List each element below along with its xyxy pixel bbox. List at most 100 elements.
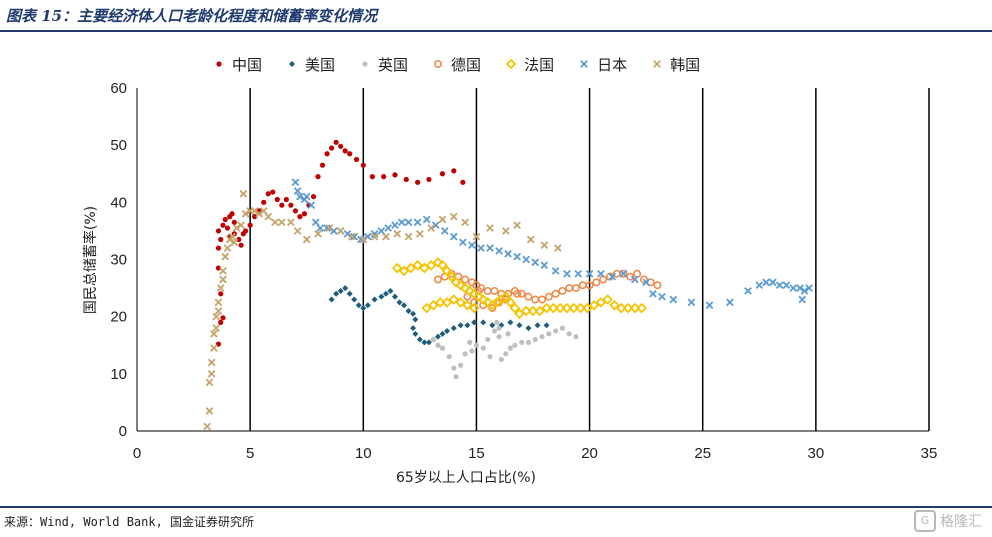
data-point [215,245,222,251]
legend: 中国 美国 英国 德国 法国 日本 韩国 [212,52,723,76]
data-point [487,354,493,360]
data-point [805,284,813,292]
series-5 [291,178,813,310]
legend-marker [362,61,368,67]
y-tick-label: 10 [110,366,127,383]
data-point [566,331,572,337]
data-point [762,278,770,287]
legend-label: 德国 [451,55,482,74]
data-point [293,187,302,195]
data-point [457,362,464,368]
source-note: 来源：Wind, World Bank, 国金证券研究所 [4,515,255,529]
data-point [446,271,457,282]
data-point [775,281,784,290]
data-point [630,275,639,284]
data-point [283,196,289,203]
data-point [568,302,580,314]
data-point [297,214,303,220]
data-point [687,298,696,307]
data-point [585,269,594,278]
data-point [574,269,583,278]
data-point [412,316,419,323]
data-point [513,289,522,298]
data-point [629,302,641,314]
scatter-chart: 0 5 10 15 20 25 30 35 0 10 20 30 40 50 60 65岁以上人口占比(%)… [82,80,937,486]
legend-item: 中国 [212,54,262,75]
legend-marker-icon [362,61,368,67]
data-point [391,262,403,274]
data-point [414,179,421,185]
data-point [483,286,492,295]
data-point [214,307,223,315]
x-axis-title: 65岁以上人口占比(%) [396,470,536,486]
legend-marker-icon [434,59,443,69]
data-point [469,348,475,354]
data-point [485,336,491,343]
x-tick-label: 10 [355,445,372,462]
data-point [531,258,540,267]
data-point [561,302,573,314]
x-tick-label: 5 [246,445,254,462]
data-point [464,322,471,329]
data-point [292,208,298,214]
data-point [439,345,446,351]
data-point [261,199,267,205]
data-point [323,224,331,232]
data-point [460,179,466,185]
data-point [428,299,439,311]
data-point [250,207,259,215]
data-point [296,192,304,201]
data-point [387,287,394,294]
data-point [471,319,478,326]
series-0 [215,139,466,347]
data-point [543,322,550,329]
data-point [548,302,559,314]
footer-divider [0,506,992,508]
data-point [391,293,398,300]
data-point [455,279,466,291]
data-point [410,325,417,332]
points-layer [203,139,813,431]
data-point [437,259,448,271]
data-point [658,292,666,301]
axes-layer: 0 5 10 15 20 25 30 35 0 10 20 30 40 50 60 [110,80,937,462]
data-point [444,327,451,334]
data-point [514,308,525,320]
data-point [207,369,216,378]
data-point [397,218,406,227]
data-point [541,302,552,314]
data-point [336,227,345,235]
data-point [384,224,393,232]
data-point [496,334,502,340]
data-point [592,278,601,287]
data-point [265,191,271,197]
data-point [207,358,216,367]
data-point [405,307,412,314]
data-point [316,224,325,232]
legend-marker-icon [580,60,588,68]
data-point [223,244,232,252]
data-point [538,295,547,304]
data-point [646,278,655,287]
data-point [324,151,330,157]
data-point [622,302,634,314]
data-point [473,342,480,348]
data-point [726,298,734,307]
data-point [769,278,777,287]
data-point [382,290,389,297]
data-point [451,365,457,371]
data-point [522,255,531,264]
data-point [219,267,227,275]
data-point [378,293,385,300]
data-point [218,291,224,297]
data-point [382,232,390,241]
legend-marker [434,59,443,69]
data-point [588,299,600,311]
legend-label: 法国 [524,55,555,74]
data-point [241,209,250,218]
data-point [789,284,798,292]
data-point [215,228,222,234]
data-point [315,174,321,180]
data-point [505,331,511,337]
data-point [237,221,245,230]
